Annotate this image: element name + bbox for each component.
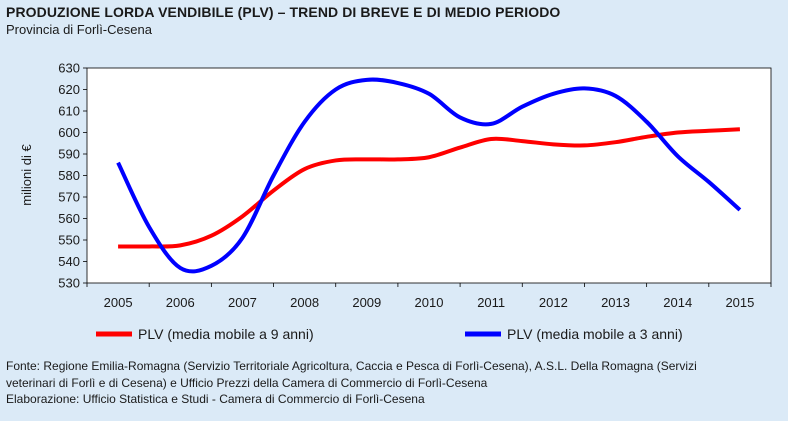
y-tick-label: 620: [58, 82, 80, 97]
legend-label: PLV (media mobile a 9 anni): [138, 326, 314, 342]
footer-source-line2: veterinari di Forlì e di Cesena) e Uffic…: [6, 375, 488, 390]
legend-label: PLV (media mobile a 3 anni): [507, 326, 683, 342]
y-tick-label: 550: [58, 233, 80, 248]
x-tick-label: 2010: [415, 295, 444, 310]
x-tick-label: 2007: [228, 295, 257, 310]
x-tick-label: 2006: [166, 295, 195, 310]
y-tick-label: 570: [58, 190, 80, 205]
series-line-9yr-moving-average: [118, 127, 741, 249]
x-tick-label: 2013: [601, 295, 630, 310]
chart-subtitle: Provincia di Forlì-Cesena: [6, 22, 152, 37]
x-tick-label: 2014: [663, 295, 692, 310]
y-tick-label: 530: [58, 276, 80, 291]
y-tick-label: 540: [58, 254, 80, 269]
y-tick-label: 560: [58, 211, 80, 226]
y-tick-label: 590: [58, 147, 80, 162]
x-tick-label: 2009: [352, 295, 381, 310]
plot-area: [86, 67, 772, 284]
series-line-3yr-moving-average: [116, 77, 742, 274]
y-tick-label: 580: [58, 168, 80, 183]
footer-elaboration: Elaborazione: Ufficio Statistica e Studi…: [6, 392, 425, 406]
footer-notes: Fonte: Regione Emilia-Romagna (Servizio …: [6, 358, 784, 408]
x-tick-label: 2012: [539, 295, 568, 310]
y-axis-label: milioni di €: [19, 144, 34, 206]
y-tick-label: 610: [58, 104, 80, 119]
x-tick-label: 2015: [725, 295, 754, 310]
x-tick-label: 2005: [104, 295, 133, 310]
y-tick-label: 600: [58, 125, 80, 140]
x-tick-label: 2011: [477, 295, 505, 310]
y-tick-label: 630: [58, 61, 80, 76]
footer-source-line1: Fonte: Regione Emilia-Romagna (Servizio …: [6, 359, 697, 373]
x-tick-label: 2008: [290, 295, 319, 310]
chart-title: PRODUZIONE LORDA VENDIBILE (PLV) – TREND…: [6, 4, 561, 20]
